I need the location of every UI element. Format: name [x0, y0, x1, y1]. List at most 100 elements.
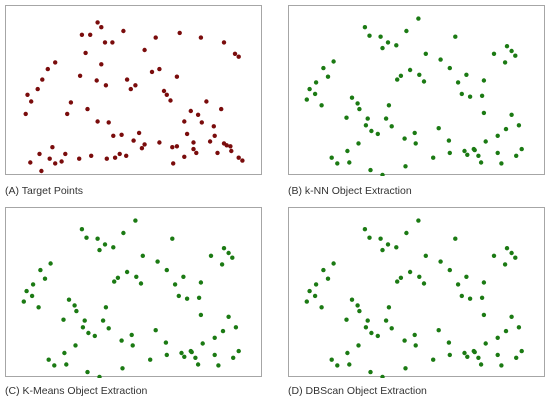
data-point [347, 160, 352, 165]
data-point [124, 153, 129, 158]
data-point [191, 140, 196, 145]
data-point [193, 355, 198, 360]
data-point [421, 79, 427, 84]
data-point [403, 164, 408, 169]
data-point [233, 325, 239, 330]
data-point [483, 139, 488, 144]
data-point [357, 308, 362, 314]
data-point [133, 83, 138, 88]
data-point [216, 363, 221, 368]
data-point [380, 45, 385, 51]
data-point [23, 111, 28, 117]
data-point [481, 110, 487, 116]
data-point [502, 262, 508, 267]
data-point [321, 65, 326, 71]
data-point [155, 259, 160, 264]
data-point [62, 350, 67, 356]
data-point [481, 280, 487, 285]
data-point [378, 236, 383, 241]
data-point [412, 130, 417, 136]
data-point [516, 123, 522, 128]
data-point [161, 88, 167, 94]
data-point [513, 255, 518, 260]
data-point [121, 28, 126, 34]
data-point [112, 155, 118, 160]
data-point [362, 227, 368, 232]
data-point [117, 151, 122, 157]
data-point [389, 124, 394, 129]
data-point [329, 155, 334, 160]
data-point [447, 267, 452, 273]
data-point [363, 123, 369, 128]
data-point [467, 296, 473, 301]
data-point [112, 279, 117, 284]
data-point [312, 91, 318, 97]
data-point [47, 156, 52, 161]
data-point [383, 116, 389, 121]
data-point [170, 236, 175, 241]
data-point [172, 282, 178, 287]
panel-caption: (C) K-Means Object Extraction [5, 385, 148, 397]
data-point [503, 328, 509, 334]
data-point [504, 44, 510, 49]
data-point [416, 16, 421, 21]
data-point [367, 33, 372, 38]
data-point [111, 133, 116, 138]
data-point [321, 267, 326, 273]
data-point [157, 140, 162, 145]
plot-frame [288, 5, 545, 176]
data-point [514, 355, 519, 360]
data-point [102, 242, 108, 247]
data-point [472, 147, 477, 153]
data-point [36, 305, 41, 310]
data-point [380, 172, 385, 176]
data-point [182, 154, 187, 159]
data-point [331, 261, 336, 266]
data-point [221, 40, 227, 45]
data-point [77, 156, 82, 161]
data-point [142, 142, 147, 147]
data-point [171, 161, 176, 166]
data-point [509, 250, 514, 256]
data-point [212, 335, 217, 340]
data-point [491, 253, 497, 258]
data-point [404, 28, 409, 34]
data-point [131, 138, 136, 143]
data-point [459, 293, 464, 299]
data-point [499, 363, 504, 368]
data-point [199, 120, 204, 125]
data-point [455, 80, 461, 85]
data-point [149, 69, 155, 75]
data-point [111, 245, 116, 250]
data-point [89, 153, 94, 158]
data-point [99, 25, 104, 30]
data-point [365, 318, 370, 323]
data-point [389, 326, 394, 331]
data-point [85, 369, 90, 375]
data-point [345, 350, 350, 356]
data-point [181, 274, 186, 279]
data-point [349, 95, 355, 100]
data-point [375, 131, 380, 137]
data-point [208, 253, 214, 258]
data-point [431, 155, 436, 160]
data-point [85, 106, 90, 112]
data-point [398, 275, 404, 280]
data-point [417, 274, 422, 279]
data-point [79, 32, 85, 37]
data-point [453, 34, 458, 39]
data-point [88, 32, 93, 37]
data-point [200, 341, 205, 346]
data-point [191, 146, 196, 152]
data-point [407, 67, 413, 73]
data-point [495, 133, 500, 138]
data-point [479, 295, 485, 300]
data-point [404, 230, 409, 236]
data-point [325, 74, 331, 79]
data-point [95, 119, 100, 124]
data-point [502, 60, 508, 65]
data-point [25, 92, 30, 98]
data-point [453, 236, 458, 241]
data-point [129, 332, 134, 338]
data-point [431, 357, 436, 362]
